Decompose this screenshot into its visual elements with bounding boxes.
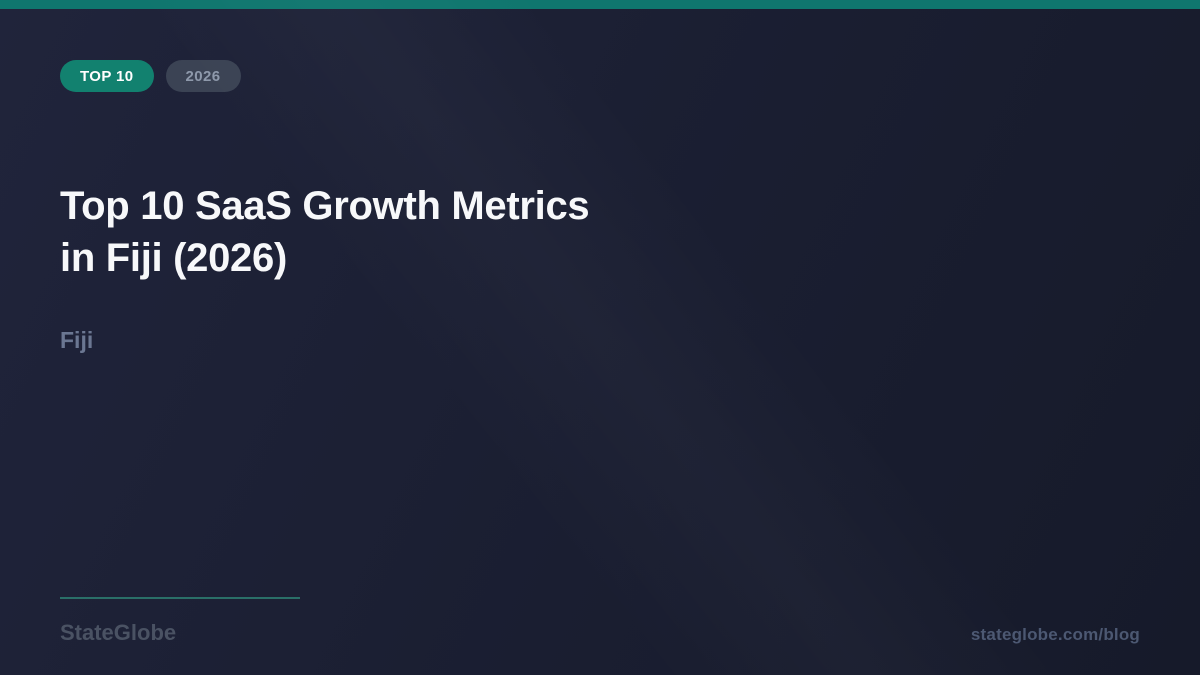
country-subtitle: Fiji <box>60 327 94 353</box>
page-title-line2: in Fiji (2026) <box>60 236 287 280</box>
badge-row: TOP 10 2026 <box>60 60 241 92</box>
brand-name: StateGlobe <box>60 620 177 645</box>
footer-divider-line <box>60 597 300 599</box>
site-url: stateglobe.com/blog <box>970 625 1140 644</box>
year-badge-label: 2026 <box>185 67 221 85</box>
top10-badge: TOP 10 <box>60 60 154 92</box>
page-title-line1: Top 10 SaaS Growth Metrics <box>60 184 590 228</box>
year-badge: 2026 <box>165 60 241 92</box>
top-accent-bar <box>0 0 1200 9</box>
page-title: Top 10 SaaS Growth Metrics in Fiji (2026… <box>60 180 780 284</box>
top10-badge-label: TOP 10 <box>80 67 134 85</box>
